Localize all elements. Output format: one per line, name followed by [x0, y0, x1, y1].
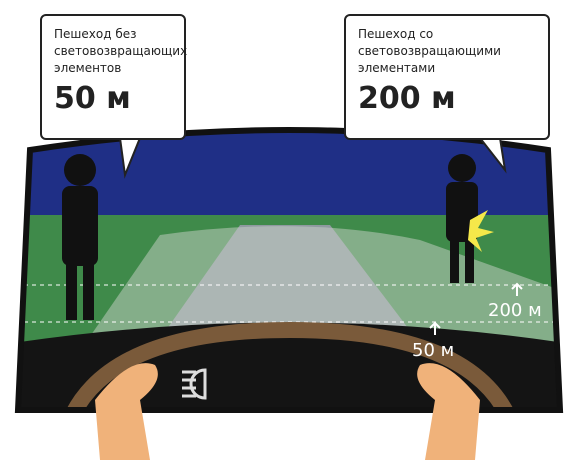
callout: Пешеход без световозвращающих элементов …	[40, 14, 186, 140]
illustration: Пешеход без световозвращающих элементов …	[0, 0, 578, 460]
callout: Пешеход со световозвращающими элементами…	[344, 14, 550, 140]
callout-distance: 200 м	[358, 81, 536, 116]
callout-distance: 50 м	[54, 81, 172, 116]
road-marker: 50 м	[412, 340, 454, 361]
callout-label: Пешеход со световозвращающими элементами	[358, 26, 536, 77]
road-marker: 200 м	[488, 300, 542, 321]
callout-label: Пешеход без световозвращающих элементов	[54, 26, 172, 77]
